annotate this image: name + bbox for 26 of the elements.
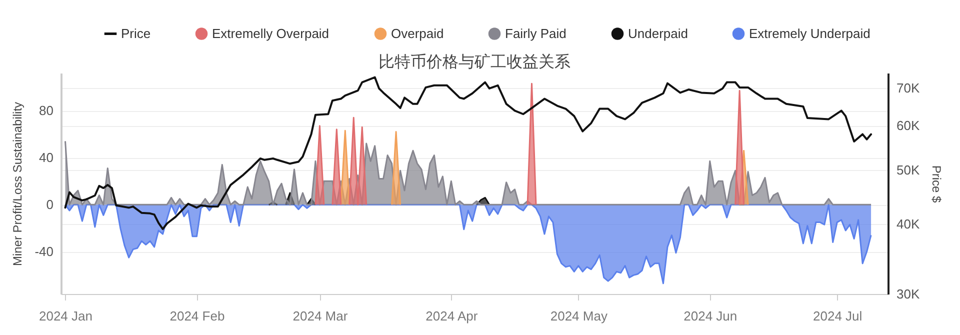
x-tick-label: 2024 Jan <box>38 308 92 324</box>
y-tick-label: 80 <box>39 103 54 118</box>
y2-tick-label: 60K <box>896 118 920 134</box>
legend-label: Underpaid <box>628 26 688 41</box>
y2-tick-label: 30K <box>896 286 920 302</box>
x-tick-label: 2024 Jul <box>813 308 862 324</box>
legend-label: Overpaid <box>391 26 444 41</box>
y2-tick-label: 40K <box>896 216 920 232</box>
x-tick-label: 2024 Jun <box>684 308 738 324</box>
x-tick-label: 2024 May <box>550 308 608 324</box>
y-axis-title: Miner Profit/Loss Sustainability <box>10 102 25 266</box>
legend-label: Fairly Paid <box>505 26 566 41</box>
legend-label: Extremely Underpaid <box>749 26 870 41</box>
y2-tick-label: 70K <box>896 80 920 96</box>
y-tick-label: 0 <box>46 197 54 212</box>
y-tick-label: 40 <box>39 150 54 166</box>
y2-tick-label: 50K <box>896 162 920 178</box>
legend-label: Extremelly Overpaid <box>212 26 330 41</box>
y-tick-label: -40 <box>34 244 54 260</box>
legend-label: Price <box>121 26 151 41</box>
x-tick-label: 2024 Feb <box>170 308 225 324</box>
x-tick-label: 2024 Mar <box>292 308 348 324</box>
x-tick-label: 2024 Apr <box>426 308 478 324</box>
chart-title: 比特币价格与矿工收益关系 <box>378 53 570 71</box>
line-series <box>64 76 872 230</box>
y2-axis-title: Price $ <box>930 165 944 203</box>
